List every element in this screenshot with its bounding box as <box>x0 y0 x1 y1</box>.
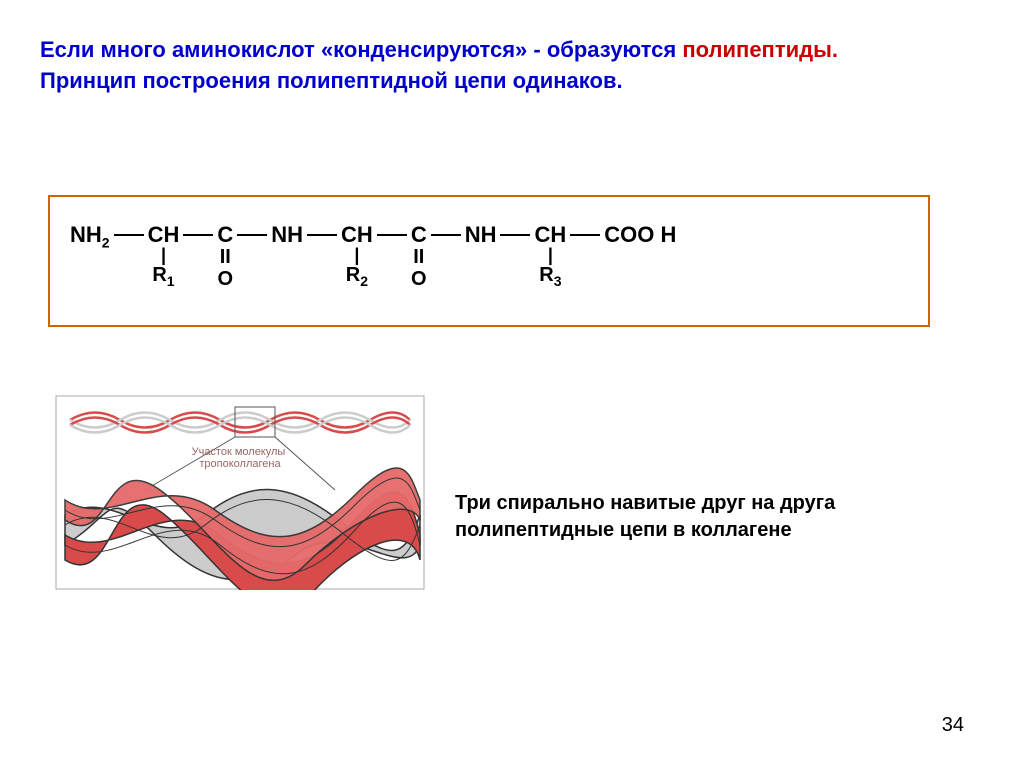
header-line2: полипептиды. <box>682 37 838 62</box>
header-line3: Принцип построения полипептидной цепи од… <box>40 68 623 93</box>
collagen-caption: Три спирально навитые друг на друга поли… <box>455 490 935 544</box>
header-block: Если много аминокислот «конденсируются» … <box>40 35 964 97</box>
single-bond <box>570 234 600 236</box>
header-line1: Если много аминокислот «конденсируются» … <box>40 37 676 62</box>
formula-unit: CH|R1 <box>148 222 180 289</box>
formula-unit: COO H <box>604 222 676 248</box>
single-bond <box>431 234 461 236</box>
single-bond <box>377 234 407 236</box>
single-bond <box>307 234 337 236</box>
collagen-inner-label: Участок молекулы тропоколлагена <box>192 446 289 470</box>
formula-unit: NH <box>271 222 303 248</box>
formula-unit: CH|R3 <box>534 222 566 289</box>
page-number: 34 <box>942 714 964 737</box>
single-bond <box>237 234 267 236</box>
formula-unit: CH|R2 <box>341 222 373 289</box>
collagen-triple-helix-diagram: Участок молекулы тропоколлагена <box>55 395 425 590</box>
formula-unit: CIIO <box>217 222 233 291</box>
polypeptide-formula-box: NH2 CH|R1 CIIO NH CH|R2 CIIO NH CH|R3 COO H <box>48 195 930 327</box>
single-bond <box>183 234 213 236</box>
formula-unit: CIIO <box>411 222 427 291</box>
formula-unit: NH <box>465 222 497 248</box>
formula-unit: NH2 <box>70 222 110 250</box>
single-bond <box>114 234 144 236</box>
polypeptide-formula: NH2 CH|R1 CIIO NH CH|R2 CIIO NH CH|R3 COO H <box>70 222 908 291</box>
single-bond <box>500 234 530 236</box>
